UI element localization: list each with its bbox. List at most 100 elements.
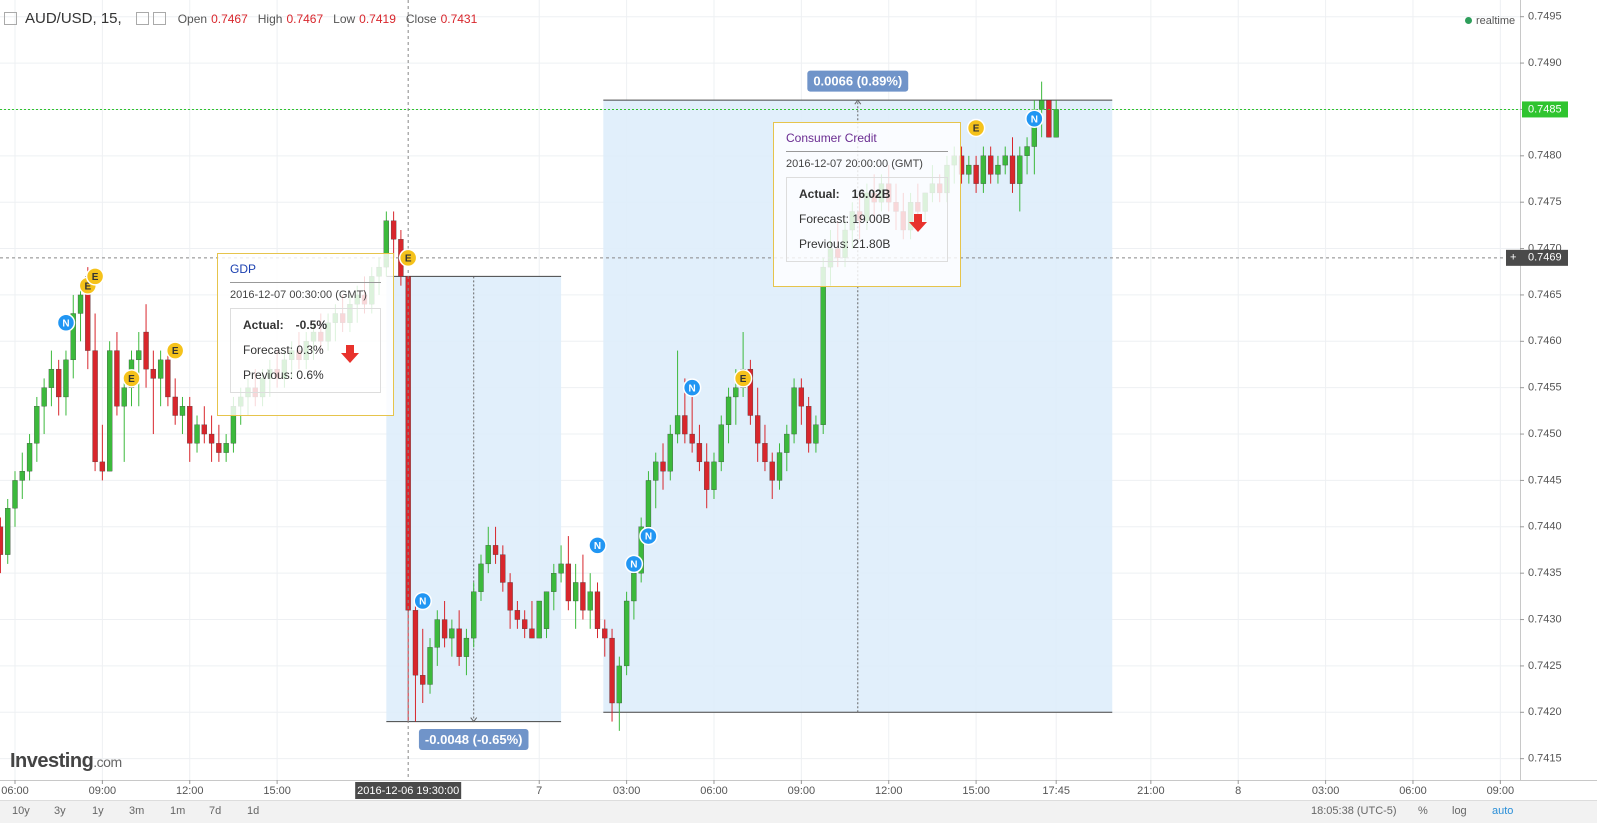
range-box [386,276,562,722]
range-label: 0.0066 (0.89%) [807,70,909,92]
candle-body [56,368,62,398]
crosshair-plus: + [1510,252,1516,264]
period-button[interactable]: 1m [170,805,186,817]
scale-button[interactable]: log [1452,805,1467,817]
period-button[interactable]: 3y [54,805,66,817]
candle-body [674,415,681,435]
event-letter: E [973,124,980,135]
tooltip-row: Forecast: 19.00B [799,207,935,232]
event-marker[interactable]: E [398,248,418,268]
y-tick-label: 0.7440 [1528,521,1562,533]
row-value: 19.00B [852,212,891,226]
event-dot [122,369,141,388]
event-marker[interactable]: N [588,536,607,555]
event-dot [639,526,658,546]
event-letter: E [740,374,747,385]
symbol[interactable]: AUD/USD, 15, [25,10,122,27]
period-button[interactable]: 1y [92,805,104,817]
candle-body [682,415,688,435]
event-letter: E [172,346,179,357]
candle-body [696,443,703,463]
event-marker[interactable]: E [165,341,185,360]
event-marker[interactable]: E [966,118,986,138]
x-tick-label: 06:00 [700,785,728,797]
event-dot [398,248,418,268]
candle-body [711,461,717,490]
event-marker[interactable]: N [624,554,644,574]
candle-body [572,582,579,602]
event-marker[interactable]: E [85,267,105,286]
y-tick-label: 0.7495 [1528,11,1562,23]
event-marker[interactable]: E [122,369,141,388]
candle-body [791,387,797,435]
range-label-bg [807,70,909,92]
candle-body [1017,155,1023,184]
scale-button[interactable]: % [1418,805,1428,817]
candle-body [813,424,819,444]
candle-body [208,433,215,444]
settings-icon[interactable] [135,12,149,25]
candle-body [522,619,528,629]
candle-body [616,665,622,704]
candle-body [179,406,186,416]
x-tick-label: 15:00 [962,785,990,797]
candle-body [1038,100,1045,110]
candle-body [143,331,149,370]
crosshair-x-tag [355,782,462,799]
candle-body [136,350,142,361]
x-tick-label: 09:00 [89,785,117,797]
event-marker[interactable]: E [733,369,753,388]
row-label: Actual: [243,318,284,332]
event-dot [56,313,76,333]
x-tick-label: 12:00 [875,785,903,797]
candle-body [507,582,513,611]
header: AUD/USD, 15, Open 0.7467 High 0.7467 Low 0.… [4,10,483,27]
candle-body [1024,146,1030,156]
period-button[interactable]: 7d [209,805,222,817]
range-arrow [470,717,478,723]
event-marker[interactable]: N [56,313,76,333]
row-label: Actual: [799,187,840,201]
close-icon[interactable] [152,12,166,25]
price-axis-panel [1520,0,1597,780]
candle-body [638,526,644,574]
candle-body [660,461,666,472]
candle-body [0,526,4,555]
candle-body [70,313,76,361]
candle-body [92,350,98,463]
candle-body [667,433,673,472]
event-marker[interactable]: N [639,526,658,546]
event-dot [413,591,432,611]
x-tick-label: 09:00 [1487,785,1515,797]
x-tick-label: 03:00 [1312,785,1340,797]
event-marker[interactable]: N [682,378,702,397]
event-dot [85,267,105,286]
event-marker[interactable]: N [1025,109,1044,128]
y-tick-label: 0.7455 [1528,382,1562,394]
candle-body [5,508,11,555]
row-label: Forecast: [243,343,294,357]
x-tick-label: 03:00 [613,785,641,797]
collapse-icon[interactable] [4,12,17,25]
period-button[interactable]: 1d [247,805,260,817]
logo: Investing.com [10,750,122,773]
tooltip-row: Previous: 21.80B [799,232,935,257]
y-tick-label: 0.7475 [1528,196,1562,208]
candle-body [412,610,419,676]
event-dot [588,536,607,555]
event-marker[interactable]: N [413,591,432,611]
row-label: Previous: [799,237,850,251]
period-button[interactable]: 10y [12,805,30,817]
tooltip-title: Consumer Credit [786,131,948,152]
y-tick-label: 0.7435 [1528,567,1562,579]
period-button[interactable]: 3m [129,805,145,817]
candle-body [441,619,448,639]
candle-body [500,554,506,583]
row-value: 0.3% [296,343,324,357]
scale-button[interactable]: auto [1492,805,1514,817]
range-label-text: 0.0066 (0.89%) [813,74,902,89]
down-arrow [341,345,359,363]
candle-body [689,433,695,444]
y-tick-label: 0.7450 [1528,428,1562,440]
event-letter: E [84,281,91,292]
